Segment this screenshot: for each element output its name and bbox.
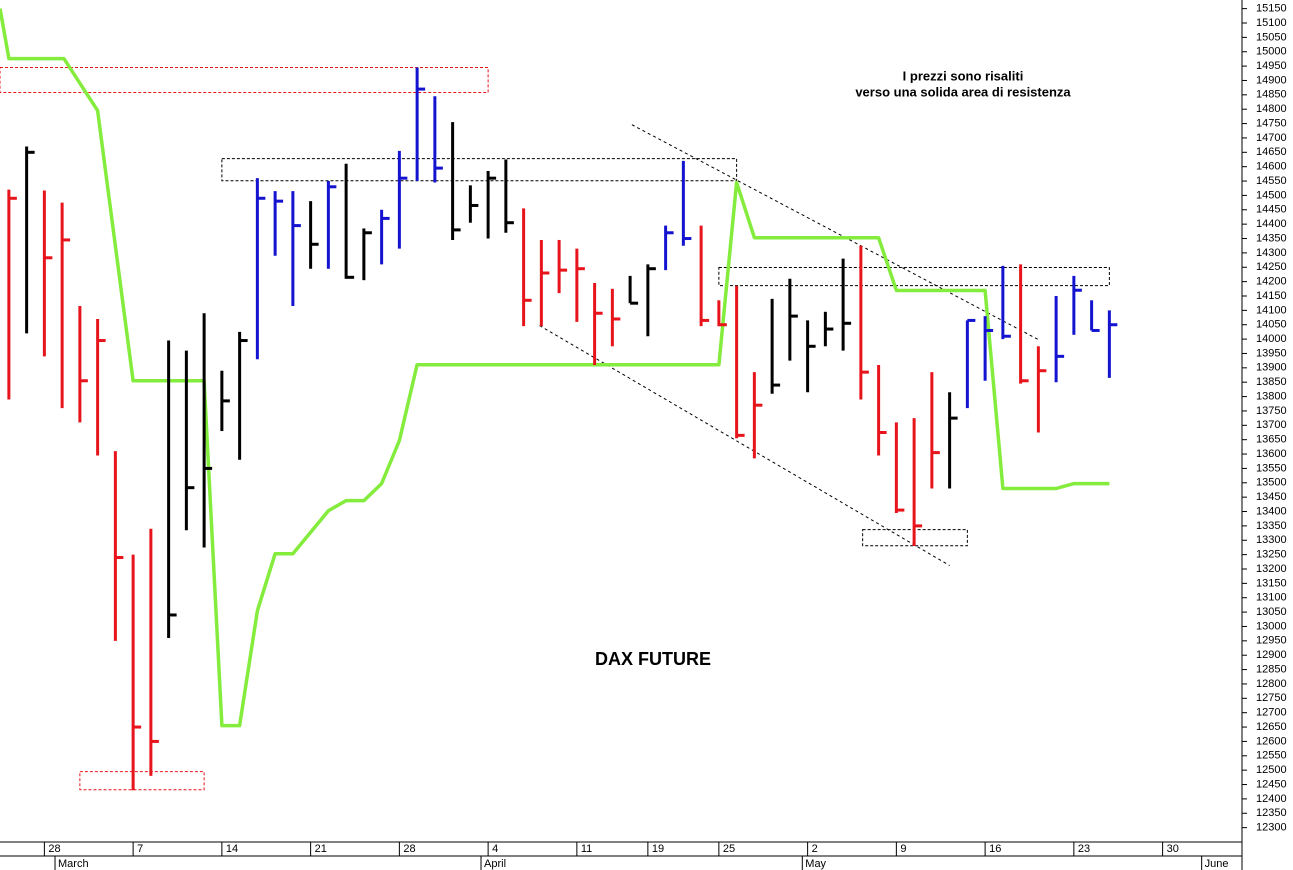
- y-tick-label: 12400: [1256, 793, 1287, 805]
- zone: [718, 267, 1110, 287]
- y-tick-label: 15000: [1256, 46, 1287, 58]
- y-tick-label: 15150: [1256, 3, 1287, 15]
- y-tick-label: 13150: [1256, 577, 1287, 589]
- y-tick-label: 15050: [1256, 31, 1287, 43]
- y-tick-label: 13450: [1256, 491, 1287, 503]
- month-label: May: [805, 858, 826, 870]
- x-tick-label: 21: [315, 843, 327, 855]
- y-tick-label: 14050: [1256, 319, 1287, 331]
- y-tick-label: 13700: [1256, 419, 1287, 431]
- x-tick-label: 2: [812, 843, 818, 855]
- y-tick-label: 12600: [1256, 735, 1287, 747]
- y-tick-label: 14250: [1256, 261, 1287, 273]
- y-tick-label: 14650: [1256, 146, 1287, 158]
- month-label: June: [1205, 858, 1229, 870]
- y-tick-label: 12350: [1256, 807, 1287, 819]
- month-label: April: [484, 858, 506, 870]
- x-tick-label: 16: [989, 843, 1001, 855]
- trendline: [631, 124, 1041, 341]
- zone: [79, 771, 205, 791]
- y-tick-label: 14100: [1256, 304, 1287, 316]
- y-tick-label: 14450: [1256, 204, 1287, 216]
- x-tick-label: 14: [226, 843, 238, 855]
- y-tick-label: 13000: [1256, 620, 1287, 632]
- x-tick-label: 23: [1078, 843, 1090, 855]
- y-tick-label: 14500: [1256, 189, 1287, 201]
- y-tick-label: 13500: [1256, 477, 1287, 489]
- y-tick-label: 13250: [1256, 549, 1287, 561]
- y-tick-label: 13200: [1256, 563, 1287, 575]
- x-tick-label: 9: [900, 843, 906, 855]
- y-tick-label: 13050: [1256, 606, 1287, 618]
- y-tick-label: 14000: [1256, 333, 1287, 345]
- annotation: verso una solida area di resistenza: [855, 84, 1071, 99]
- y-tick-label: 12650: [1256, 721, 1287, 733]
- trendline: [539, 325, 950, 566]
- y-tick-label: 13100: [1256, 592, 1287, 604]
- y-tick-label: 12450: [1256, 778, 1287, 790]
- y-tick-label: 13900: [1256, 362, 1287, 374]
- y-tick-label: 12850: [1256, 663, 1287, 675]
- y-tick-label: 15100: [1256, 17, 1287, 29]
- y-tick-label: 14900: [1256, 74, 1287, 86]
- y-tick-label: 12900: [1256, 649, 1287, 661]
- y-tick-label: 14950: [1256, 60, 1287, 72]
- y-tick-label: 13300: [1256, 534, 1287, 546]
- chart-title: DAX FUTURE: [595, 649, 711, 669]
- y-tick-label: 13550: [1256, 462, 1287, 474]
- y-tick-label: 14550: [1256, 175, 1287, 187]
- y-tick-label: 13600: [1256, 448, 1287, 460]
- zone: [221, 158, 738, 182]
- y-tick-label: 13350: [1256, 520, 1287, 532]
- y-tick-label: 14200: [1256, 276, 1287, 288]
- y-tick-label: 14600: [1256, 161, 1287, 173]
- y-tick-label: 14300: [1256, 247, 1287, 259]
- annotation: I prezzi sono risaliti: [903, 68, 1024, 83]
- y-tick-label: 14800: [1256, 103, 1287, 115]
- y-tick-label: 12550: [1256, 750, 1287, 762]
- zone: [0, 67, 489, 94]
- y-tick-label: 12950: [1256, 635, 1287, 647]
- y-tick-label: 13950: [1256, 347, 1287, 359]
- x-tick-label: 11: [581, 843, 592, 855]
- x-tick-label: 28: [403, 843, 415, 855]
- x-tick-label: 30: [1167, 843, 1179, 855]
- x-tick-label: 4: [492, 843, 498, 855]
- y-tick-label: 13800: [1256, 390, 1287, 402]
- x-tick-label: 7: [137, 843, 143, 855]
- x-tick-label: 19: [652, 843, 664, 855]
- y-tick-label: 12300: [1256, 822, 1287, 834]
- y-tick-label: 14350: [1256, 232, 1287, 244]
- y-tick-label: 14850: [1256, 89, 1287, 101]
- y-tick-label: 13750: [1256, 405, 1287, 417]
- y-tick-label: 13650: [1256, 434, 1287, 446]
- month-label: March: [58, 858, 89, 870]
- x-tick-label: 25: [723, 843, 735, 855]
- y-tick-label: 12700: [1256, 707, 1287, 719]
- y-tick-label: 12800: [1256, 678, 1287, 690]
- y-tick-label: 14400: [1256, 218, 1287, 230]
- y-tick-label: 13850: [1256, 376, 1287, 388]
- y-tick-label: 14750: [1256, 117, 1287, 129]
- y-tick-label: 13400: [1256, 505, 1287, 517]
- indicator-line: [0, 8, 1110, 728]
- y-tick-label: 14700: [1256, 132, 1287, 144]
- y-tick-label: 14150: [1256, 290, 1287, 302]
- y-tick-label: 12750: [1256, 692, 1287, 704]
- x-tick-label: 28: [48, 843, 60, 855]
- y-tick-label: 12500: [1256, 764, 1287, 776]
